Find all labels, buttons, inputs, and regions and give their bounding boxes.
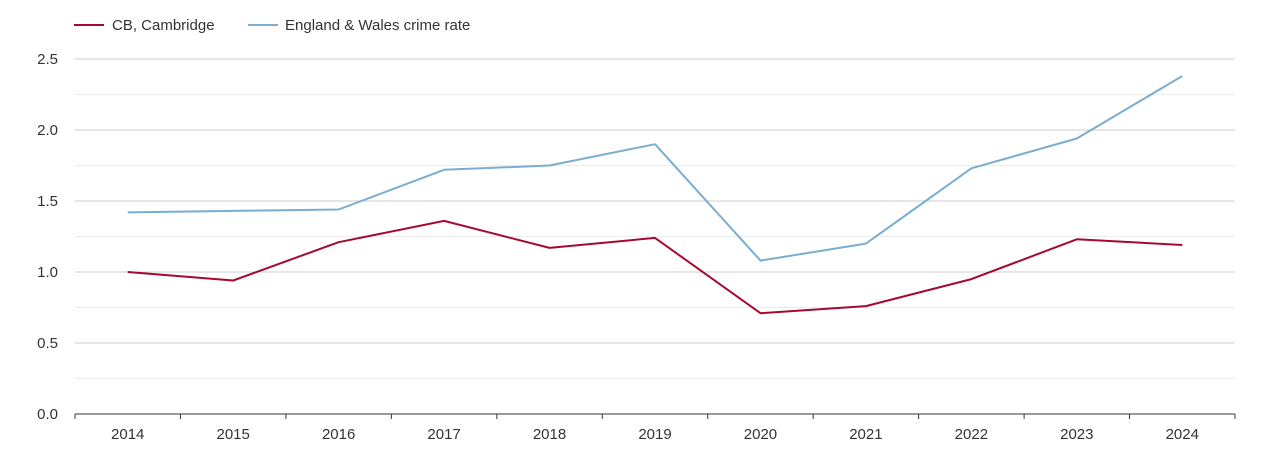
data-point-1-3[interactable] <box>441 167 447 173</box>
legend-label-cambridge: CB, Cambridge <box>112 17 215 34</box>
data-point-0-8[interactable] <box>968 276 974 282</box>
y-axis: 0.0 0.5 1.0 1.5 2.0 2.5 <box>37 51 58 423</box>
data-point-0-6[interactable] <box>757 310 763 316</box>
x-tick-label: 2023 <box>1060 426 1093 443</box>
data-point-0-4[interactable] <box>547 245 553 251</box>
x-tick-label: 2017 <box>427 426 460 443</box>
data-point-0-2[interactable] <box>336 239 342 245</box>
legend: CB, Cambridge England & Wales crime rate <box>74 17 470 34</box>
data-point-1-6[interactable] <box>757 258 763 264</box>
x-tick-label: 2021 <box>849 426 882 443</box>
data-point-0-9[interactable] <box>1074 236 1080 242</box>
data-point-1-2[interactable] <box>336 207 342 213</box>
data-point-0-5[interactable] <box>652 235 658 241</box>
series-layer <box>125 73 1185 316</box>
data-point-0-3[interactable] <box>441 218 447 224</box>
series-line-1[interactable] <box>127 75 1183 262</box>
data-point-1-9[interactable] <box>1074 136 1080 142</box>
data-point-0-7[interactable] <box>863 303 869 309</box>
x-tick-label: 2022 <box>955 426 988 443</box>
x-tick-label: 2024 <box>1166 426 1199 443</box>
y-tick-label: 2.5 <box>37 51 58 68</box>
x-tick-label: 2018 <box>533 426 566 443</box>
data-point-0-10[interactable] <box>1179 242 1185 248</box>
x-axis: 2014 2015 2016 2017 2018 2019 2020 2021 2022 2023… <box>74 413 1236 443</box>
data-point-1-5[interactable] <box>652 141 658 147</box>
data-point-1-8[interactable] <box>968 165 974 171</box>
y-tick-label: 1.0 <box>37 264 58 281</box>
data-point-1-4[interactable] <box>547 163 553 169</box>
x-tick-label: 2020 <box>744 426 777 443</box>
x-tick-label: 2019 <box>638 426 671 443</box>
y-tick-label: 0.0 <box>37 406 58 423</box>
series-line-0[interactable] <box>127 219 1183 315</box>
legend-label-england-wales: England & Wales crime rate <box>285 17 470 34</box>
y-tick-label: 2.0 <box>37 122 58 139</box>
data-point-0-1[interactable] <box>230 278 236 284</box>
x-tick-label: 2014 <box>111 426 144 443</box>
y-tick-label: 0.5 <box>37 335 58 352</box>
legend-item-cambridge[interactable]: CB, Cambridge <box>74 17 215 34</box>
data-point-0-0[interactable] <box>125 269 131 275</box>
y-tick-label: 1.5 <box>37 193 58 210</box>
data-point-1-7[interactable] <box>863 241 869 247</box>
grid <box>75 58 1235 379</box>
data-point-1-1[interactable] <box>230 208 236 214</box>
x-tick-label: 2016 <box>322 426 355 443</box>
legend-item-england-wales[interactable]: England & Wales crime rate <box>248 17 470 34</box>
data-point-1-10[interactable] <box>1179 73 1185 79</box>
x-tick-label: 2015 <box>216 426 249 443</box>
data-point-1-0[interactable] <box>125 209 131 215</box>
